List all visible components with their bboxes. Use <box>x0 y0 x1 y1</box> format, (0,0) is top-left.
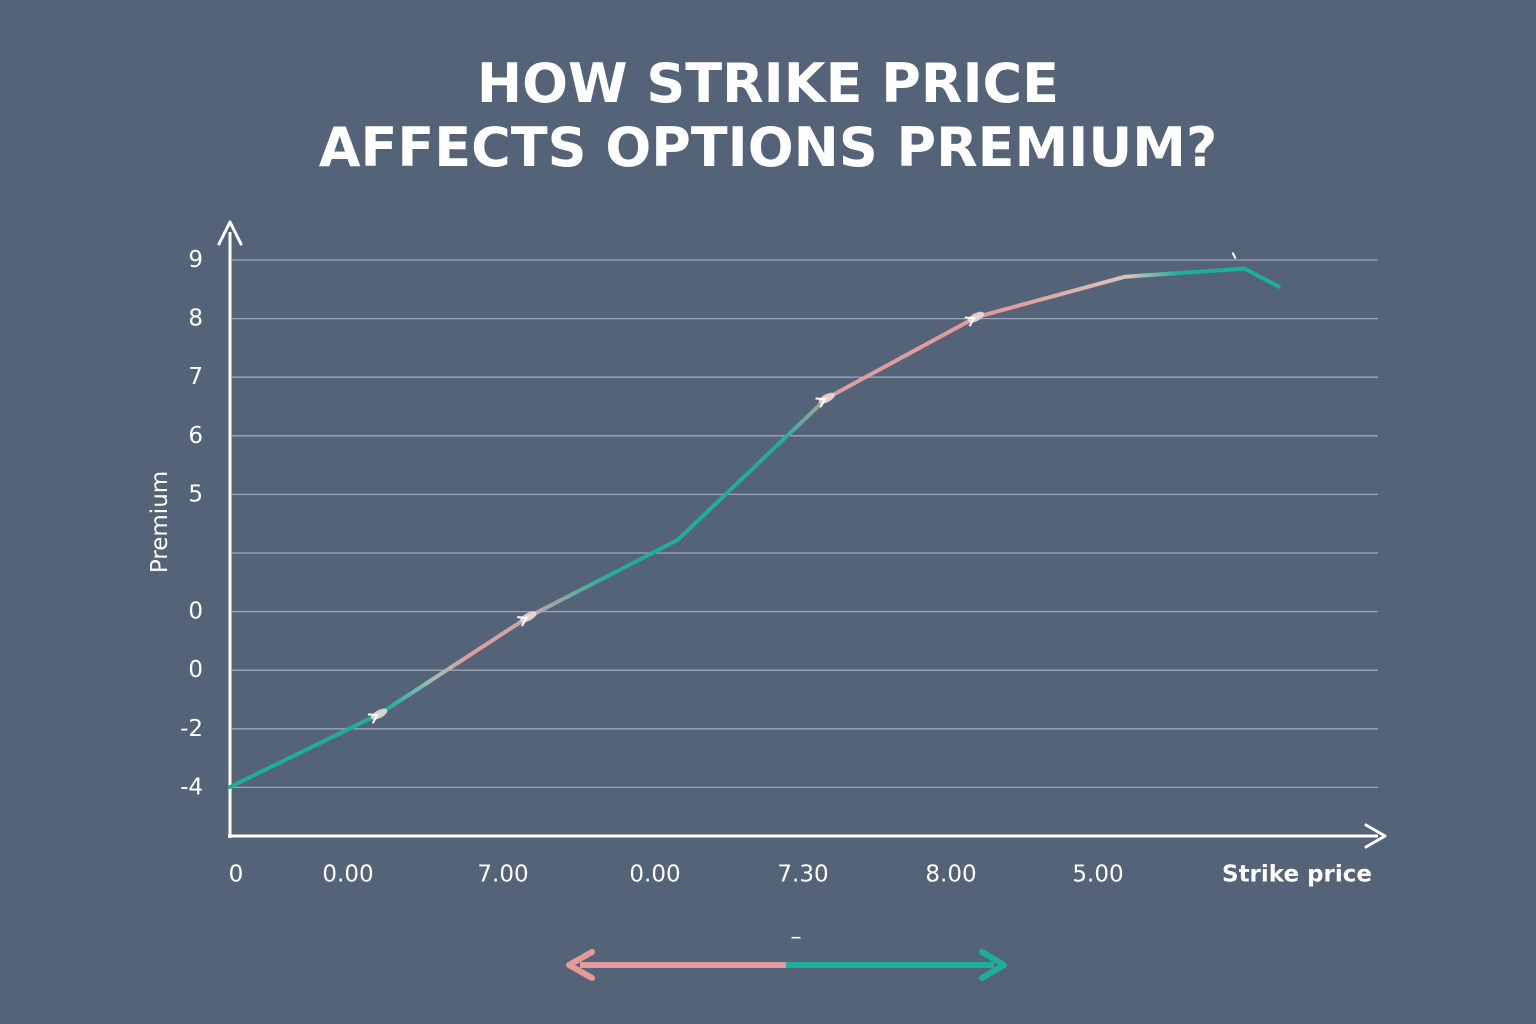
series-path <box>228 266 1281 789</box>
x-tick-label: 5.00 <box>1072 862 1123 888</box>
grid-lines <box>232 259 1378 789</box>
x-axis-label: Strike price <box>1222 862 1372 888</box>
y-tick-label: 8 <box>188 306 203 332</box>
y-tick-label: 0 <box>188 599 203 625</box>
y-axis-arrow <box>217 220 243 246</box>
x-tick-label: 8.00 <box>925 862 976 888</box>
axes <box>217 220 1387 849</box>
x-tick-label: 7.30 <box>777 862 828 888</box>
y-tick-label: -4 <box>180 774 203 800</box>
y-tick-label: 0 <box>188 657 203 683</box>
legend: – <box>566 925 1007 981</box>
legend-left-arrowhead <box>566 949 595 981</box>
y-tick-label: 6 <box>188 423 203 449</box>
legend-symbol: – <box>791 925 802 950</box>
y-tick-label: -2 <box>180 716 203 742</box>
x-tick-label: 0.00 <box>322 862 373 888</box>
data-markers <box>367 252 1237 724</box>
x-tick-labels: 0 0.00 7.00 0.00 7.30 8.00 5.00 <box>229 862 1124 888</box>
y-tick-label: 7 <box>188 364 203 390</box>
series-line <box>228 266 1281 789</box>
data-marker <box>367 708 388 724</box>
x-tick-label: 7.00 <box>477 862 528 888</box>
chart-title: HOW STRIKE PRICE AFFECTS OPTIONS PREMIUM… <box>0 52 1536 180</box>
x-tick-label: 0 <box>229 862 244 888</box>
x-axis-arrow <box>1364 823 1387 849</box>
x-tick-label: 0.00 <box>629 862 680 888</box>
data-marker <box>964 311 985 327</box>
data-marker <box>815 392 835 408</box>
y-tick-labels: 9 8 7 6 5 0 0 -2 -4 <box>180 247 203 800</box>
y-tick-label: 9 <box>188 247 203 273</box>
legend-right-arrowhead <box>979 949 1007 981</box>
y-tick-label: 5 <box>188 481 203 507</box>
chart-title-line-2: AFFECTS OPTIONS PREMIUM? <box>318 116 1218 179</box>
chart-title-line-1: HOW STRIKE PRICE <box>476 52 1060 115</box>
y-axis-label: Premium <box>147 471 173 573</box>
data-marker <box>517 611 537 627</box>
peak-marker <box>1231 252 1237 260</box>
